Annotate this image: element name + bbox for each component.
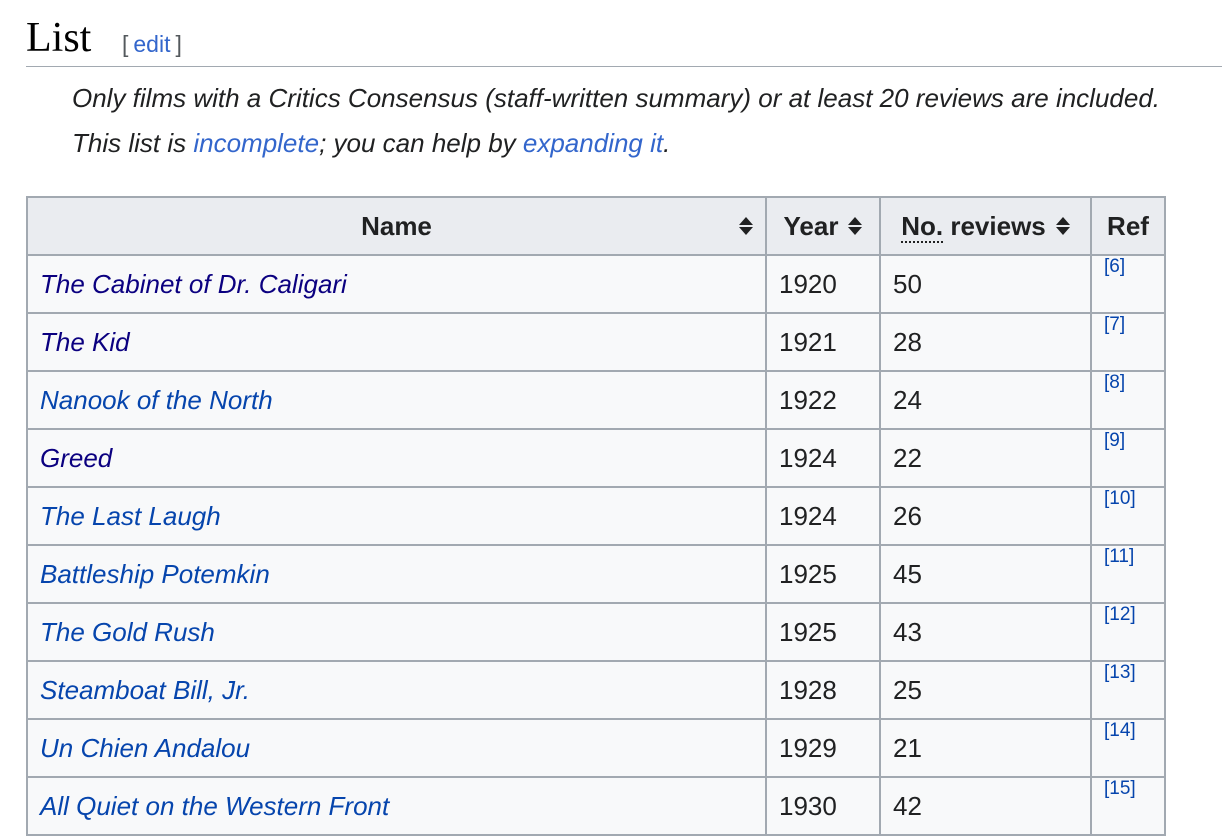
sort-icon[interactable] [848,217,863,235]
film-year-cell: 1924 [765,486,881,546]
edit-bracket-close: ] [175,31,182,57]
film-year-cell: 1929 [765,718,881,778]
film-reviews-cell: 43 [879,602,1092,662]
film-reviews-cell: 22 [879,428,1092,488]
table-row: The Last Laugh 1924 26 [10] [26,486,1166,546]
films-table: Name Year No. reviews Ref The Cabin [26,196,1166,836]
column-header-year-label: Year [783,210,839,241]
reviews-abbr: No. [901,210,944,243]
reference-link[interactable]: [11] [1104,546,1135,567]
edit-bracket-open: [ [122,31,129,57]
film-year-cell: 1921 [765,312,881,372]
table-row: The Cabinet of Dr. Caligari 1920 50 [6] [26,254,1166,314]
film-link[interactable]: Greed [40,442,113,473]
reference-link[interactable]: [6] [1104,256,1126,277]
film-link[interactable]: Battleship Potemkin [40,558,270,589]
hatnote-incomplete: This list is incomplete; you can help by… [72,127,670,159]
film-name-cell: The Last Laugh [26,486,767,546]
film-ref-cell: [6] [1090,254,1166,314]
film-ref-cell: [12] [1090,602,1166,662]
table-row: The Gold Rush 1925 43 [12] [26,602,1166,662]
film-year-cell: 1925 [765,602,881,662]
film-name-cell: The Cabinet of Dr. Caligari [26,254,767,314]
column-header-reviews[interactable]: No. reviews [879,196,1092,256]
hatnote-criteria: Only films with a Critics Consensus (sta… [72,83,1161,113]
film-ref-cell: [10] [1090,486,1166,546]
section-heading: List [edit] [26,0,1222,67]
film-year-cell: 1922 [765,370,881,430]
film-reviews-cell: 24 [879,370,1092,430]
film-ref-cell: [15] [1090,776,1166,836]
column-header-year[interactable]: Year [765,196,881,256]
table-row: Nanook of the North 1922 24 [8] [26,370,1166,430]
reference-link[interactable]: [13] [1104,662,1136,683]
column-header-ref: Ref [1090,196,1166,256]
film-reviews-cell: 26 [879,486,1092,546]
hatnote-mid: ; you can help by [319,128,523,158]
film-link[interactable]: The Cabinet of Dr. Caligari [40,268,347,299]
film-reviews-cell: 50 [879,254,1092,314]
reference-link[interactable]: [14] [1104,720,1136,741]
table-row: Un Chien Andalou 1929 21 [14] [26,718,1166,778]
film-link[interactable]: All Quiet on the Western Front [40,790,390,821]
film-ref-cell: [8] [1090,370,1166,430]
table-body: The Cabinet of Dr. Caligari 1920 50 [6] The … [26,254,1166,836]
edit-link[interactable]: edit [133,31,171,57]
hatnote-suffix: . [663,128,671,158]
sort-icon[interactable] [1055,217,1070,235]
sort-icon[interactable] [739,217,753,235]
reference-link[interactable]: [9] [1104,430,1126,451]
film-link[interactable]: Un Chien Andalou [40,732,251,763]
film-ref-cell: [13] [1090,660,1166,720]
table-row: Battleship Potemkin 1925 45 [11] [26,544,1166,604]
film-link[interactable]: Nanook of the North [40,384,273,415]
film-ref-cell: [7] [1090,312,1166,372]
table-row: All Quiet on the Western Front 1930 42 [15] [26,776,1166,836]
table-row: The Kid 1921 28 [7] [26,312,1166,372]
hatnote-prefix: This list is [72,128,194,158]
incomplete-link[interactable]: incomplete [193,128,320,158]
film-link[interactable]: The Kid [40,326,130,357]
film-link[interactable]: Steamboat Bill, Jr. [40,674,251,705]
table-row: Steamboat Bill, Jr. 1928 25 [13] [26,660,1166,720]
film-year-cell: 1924 [765,428,881,488]
film-year-cell: 1930 [765,776,881,836]
film-name-cell: Battleship Potemkin [26,544,767,604]
column-header-name-label: Name [361,210,432,241]
film-reviews-cell: 25 [879,660,1092,720]
film-name-cell: Nanook of the North [26,370,767,430]
reference-link[interactable]: [10] [1104,488,1136,509]
film-year-cell: 1920 [765,254,881,314]
film-link[interactable]: The Gold Rush [40,616,215,647]
film-reviews-cell: 45 [879,544,1092,604]
film-reviews-cell: 28 [879,312,1092,372]
film-name-cell: Steamboat Bill, Jr. [26,660,767,720]
film-name-cell: The Gold Rush [26,602,767,662]
column-header-reviews-label: No. reviews [901,210,1046,243]
film-name-cell: Greed [26,428,767,488]
film-ref-cell: [9] [1090,428,1166,488]
film-name-cell: The Kid [26,312,767,372]
edit-section: [edit] [122,30,182,58]
film-year-cell: 1928 [765,660,881,720]
table-header-row: Name Year No. reviews Ref [26,196,1166,256]
reference-link[interactable]: [15] [1104,778,1136,799]
film-ref-cell: [14] [1090,718,1166,778]
film-year-cell: 1925 [765,544,881,604]
column-header-name[interactable]: Name [26,196,767,256]
reference-link[interactable]: [7] [1104,314,1126,335]
reference-link[interactable]: [8] [1104,372,1126,393]
column-header-ref-label: Ref [1107,210,1149,241]
film-ref-cell: [11] [1090,544,1166,604]
film-reviews-cell: 21 [879,718,1092,778]
table-row: Greed 1924 22 [9] [26,428,1166,488]
film-reviews-cell: 42 [879,776,1092,836]
film-link[interactable]: The Last Laugh [40,500,221,531]
section-title: List [26,15,92,61]
reference-link[interactable]: [12] [1104,604,1136,625]
film-name-cell: Un Chien Andalou [26,718,767,778]
film-name-cell: All Quiet on the Western Front [26,776,767,836]
reviews-label-rest: reviews [943,210,1046,241]
expanding-it-link[interactable]: expanding it [522,128,664,158]
